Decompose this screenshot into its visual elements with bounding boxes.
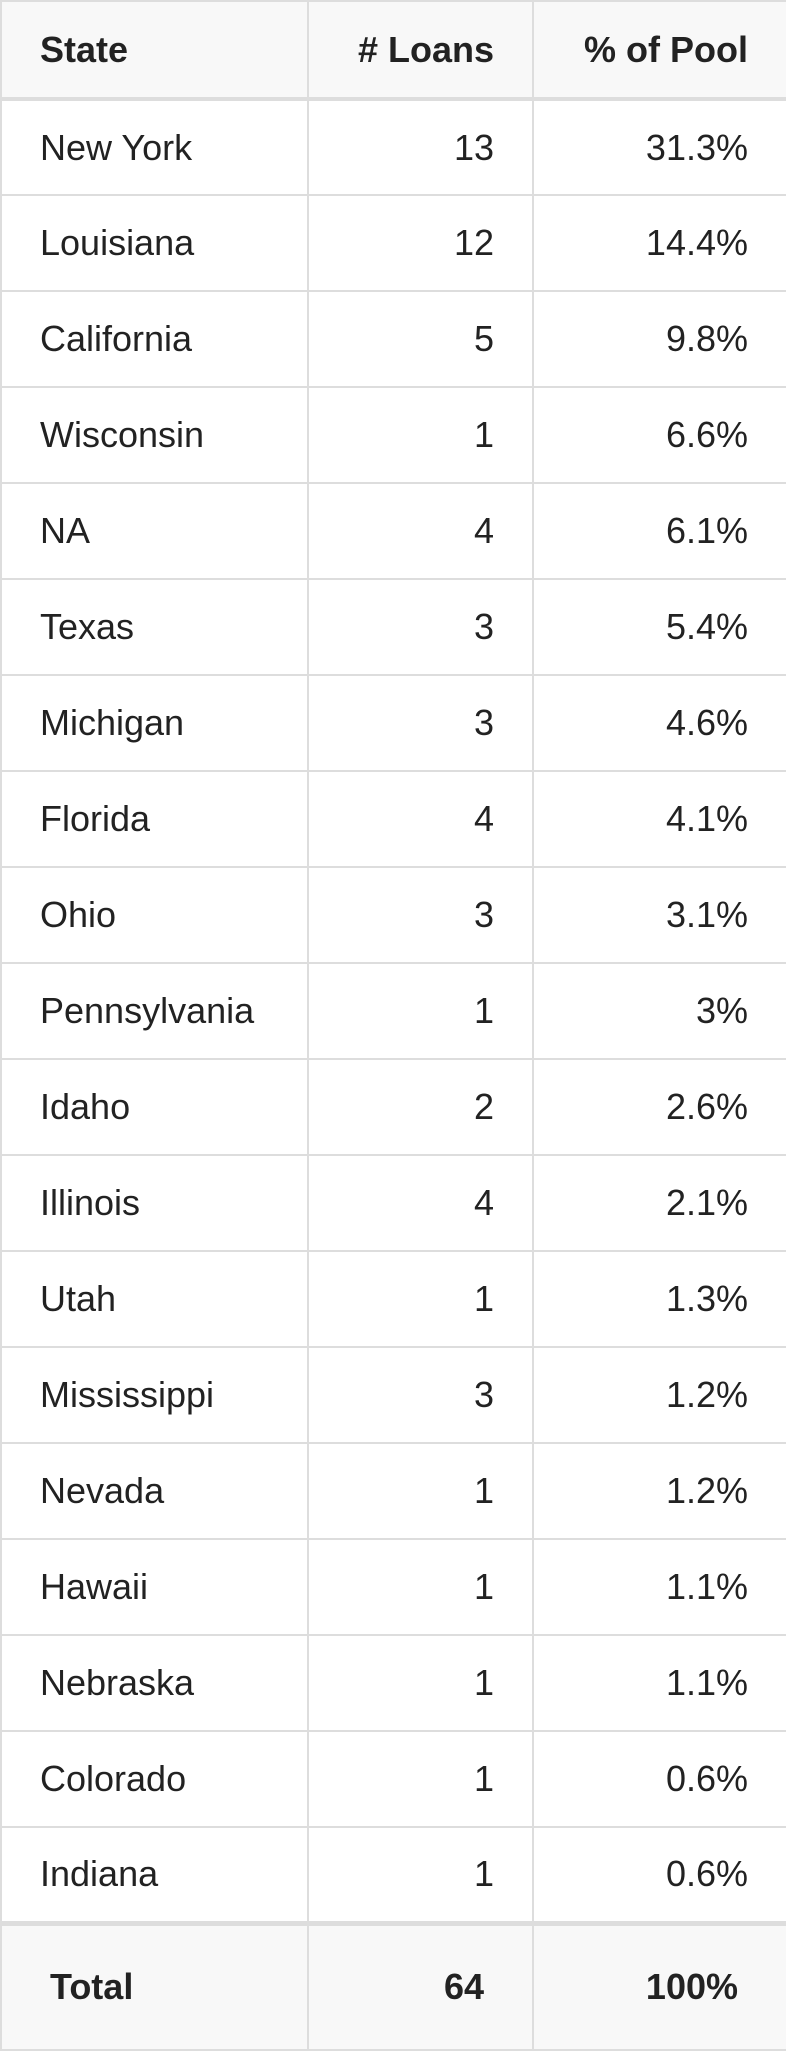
table-cell: 4 (307, 482, 534, 580)
table-header: State # Loans% of Pool (0, 0, 786, 101)
table-row: New York 13 31.3% (0, 98, 786, 196)
table-cell: Florida (0, 770, 309, 868)
table-cell: Nebraska (0, 1634, 309, 1732)
table-cell: 1 (307, 962, 534, 1060)
table-cell: 6.1% (532, 482, 786, 580)
table-row: Utah 1 1.3% (0, 1250, 786, 1348)
table-cell: 4.6% (532, 674, 786, 772)
table-cell: Illinois (0, 1154, 309, 1252)
table-cell: 1 (307, 1634, 534, 1732)
header-cell: % of Pool (532, 0, 786, 101)
table-cell: Louisiana (0, 194, 309, 292)
table-row: Indiana 1 0.6% (0, 1826, 786, 1924)
table-cell: 1.1% (532, 1538, 786, 1636)
table-cell: Utah (0, 1250, 309, 1348)
header-cell: State (0, 0, 309, 101)
table-cell: 0.6% (532, 1826, 786, 1924)
table-cell: 1.2% (532, 1346, 786, 1444)
table-cell: Colorado (0, 1730, 309, 1828)
table-row: Colorado 1 0.6% (0, 1730, 786, 1828)
table-cell: New York (0, 98, 309, 196)
table-cell: 4.1% (532, 770, 786, 868)
table-cell: 31.3% (532, 98, 786, 196)
table-cell: 4 (307, 1154, 534, 1252)
table-row: Michigan 3 4.6% (0, 674, 786, 772)
table-cell: 1 (307, 1442, 534, 1540)
table-body: New York 13 31.3% Louisiana 12 14.4% Californi… (0, 98, 786, 1924)
table-row: Mississippi 3 1.2% (0, 1346, 786, 1444)
table-cell: 1 (307, 1538, 534, 1636)
table-row: Ohio 3 3.1% (0, 866, 786, 964)
table-cell: 1.1% (532, 1634, 786, 1732)
table-cell: 9.8% (532, 290, 786, 388)
table-cell: 3 (307, 866, 534, 964)
table-cell: 1 (307, 386, 534, 484)
table-cell: 1 (307, 1826, 534, 1924)
table-row: Hawaii 1 1.1% (0, 1538, 786, 1636)
table-cell: NA (0, 482, 309, 580)
total-cell: 100% (532, 1920, 786, 2051)
table-cell: 4 (307, 770, 534, 868)
table-row: Idaho 2 2.6% (0, 1058, 786, 1156)
table-cell: 3.1% (532, 866, 786, 964)
table-cell: Pennsylvania (0, 962, 309, 1060)
table-cell: Wisconsin (0, 386, 309, 484)
table-cell: 1 (307, 1250, 534, 1348)
table-cell: 2.6% (532, 1058, 786, 1156)
table-cell: 0.6% (532, 1730, 786, 1828)
table-row: Illinois 4 2.1% (0, 1154, 786, 1252)
table-cell: 2.1% (532, 1154, 786, 1252)
table-cell: Ohio (0, 866, 309, 964)
table-cell: California (0, 290, 309, 388)
table-row: Nevada 1 1.2% (0, 1442, 786, 1540)
table-cell: 3 (307, 578, 534, 676)
table-row: Pennsylvania 1 3% (0, 962, 786, 1060)
table-cell: 13 (307, 98, 534, 196)
table-footer: Total 64 100% (0, 1920, 786, 2051)
header-row: State # Loans% of Pool (0, 0, 786, 101)
table-row: Louisiana 12 14.4% (0, 194, 786, 292)
table-cell: 3 (307, 1346, 534, 1444)
table-cell: Texas (0, 578, 309, 676)
header-cell: # Loans (307, 0, 534, 101)
table-cell: 12 (307, 194, 534, 292)
table-cell: Michigan (0, 674, 309, 772)
table-row: Florida 4 4.1% (0, 770, 786, 868)
total-cell: Total (0, 1920, 309, 2051)
table-cell: Hawaii (0, 1538, 309, 1636)
table-cell: 6.6% (532, 386, 786, 484)
table-cell: 5 (307, 290, 534, 388)
table-cell: 3% (532, 962, 786, 1060)
table-cell: Indiana (0, 1826, 309, 1924)
table-row: NA 4 6.1% (0, 482, 786, 580)
table-cell: 3 (307, 674, 534, 772)
table-cell: 1.3% (532, 1250, 786, 1348)
table-row: Texas 3 5.4% (0, 578, 786, 676)
table-cell: 5.4% (532, 578, 786, 676)
table-row: Nebraska 1 1.1% (0, 1634, 786, 1732)
table-cell: Mississippi (0, 1346, 309, 1444)
table-cell: Nevada (0, 1442, 309, 1540)
table-cell: Idaho (0, 1058, 309, 1156)
total-cell: 64 (307, 1920, 534, 2051)
table-cell: 2 (307, 1058, 534, 1156)
table-row: California 5 9.8% (0, 290, 786, 388)
total-row: Total 64 100% (0, 1920, 786, 2051)
table-cell: 14.4% (532, 194, 786, 292)
table-row: Wisconsin 1 6.6% (0, 386, 786, 484)
table-cell: 1.2% (532, 1442, 786, 1540)
table-cell: 1 (307, 1730, 534, 1828)
